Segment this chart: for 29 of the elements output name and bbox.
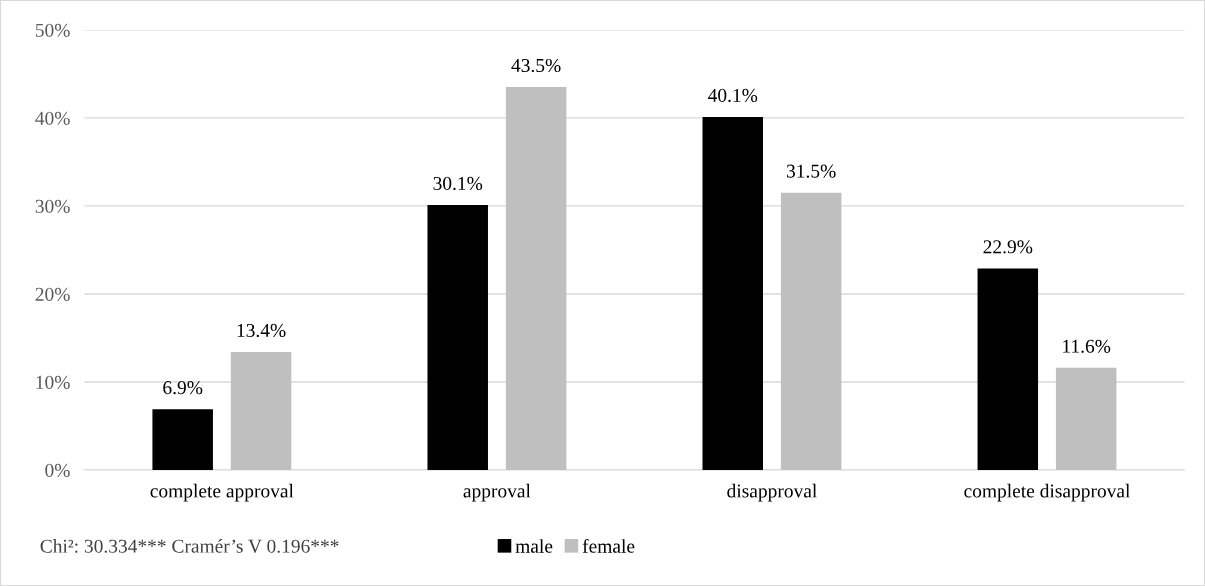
bar xyxy=(505,87,567,470)
y-tick-label: 10% xyxy=(36,375,70,389)
y-tick-label: 20% xyxy=(35,287,70,301)
text: Chi²: 30.334*** Cramér’s V 0.196*** xyxy=(40,539,339,553)
bar xyxy=(780,192,842,470)
data-label: 11.6% xyxy=(1063,339,1111,353)
bar xyxy=(977,268,1039,470)
bar xyxy=(230,352,292,470)
y-tick-label: 40% xyxy=(35,111,70,125)
data-label: 43.5% xyxy=(511,58,561,73)
bar xyxy=(1055,367,1117,470)
data-label: 6.9% xyxy=(163,381,203,395)
data-label: 40.1% xyxy=(708,88,758,103)
data-label: 31.5% xyxy=(786,164,836,178)
bar xyxy=(152,409,213,470)
legend-label: female xyxy=(582,538,635,553)
y-tick-label: 30% xyxy=(35,199,70,213)
data-label: 30.1% xyxy=(433,176,483,191)
y-tick-label: 50% xyxy=(35,23,70,37)
bar xyxy=(427,205,488,470)
y-tick-label: 0% xyxy=(45,463,70,477)
x-tick-label: disapproval xyxy=(727,483,817,502)
data-label: 22.9% xyxy=(983,240,1033,254)
x-tick-label: approval xyxy=(463,483,531,502)
data-label: 13.4% xyxy=(237,323,286,338)
legend-label: male xyxy=(515,539,553,553)
bar xyxy=(702,117,764,470)
x-tick-label: complete approval xyxy=(150,483,294,502)
x-tick-label: complete disapproval xyxy=(964,483,1131,502)
